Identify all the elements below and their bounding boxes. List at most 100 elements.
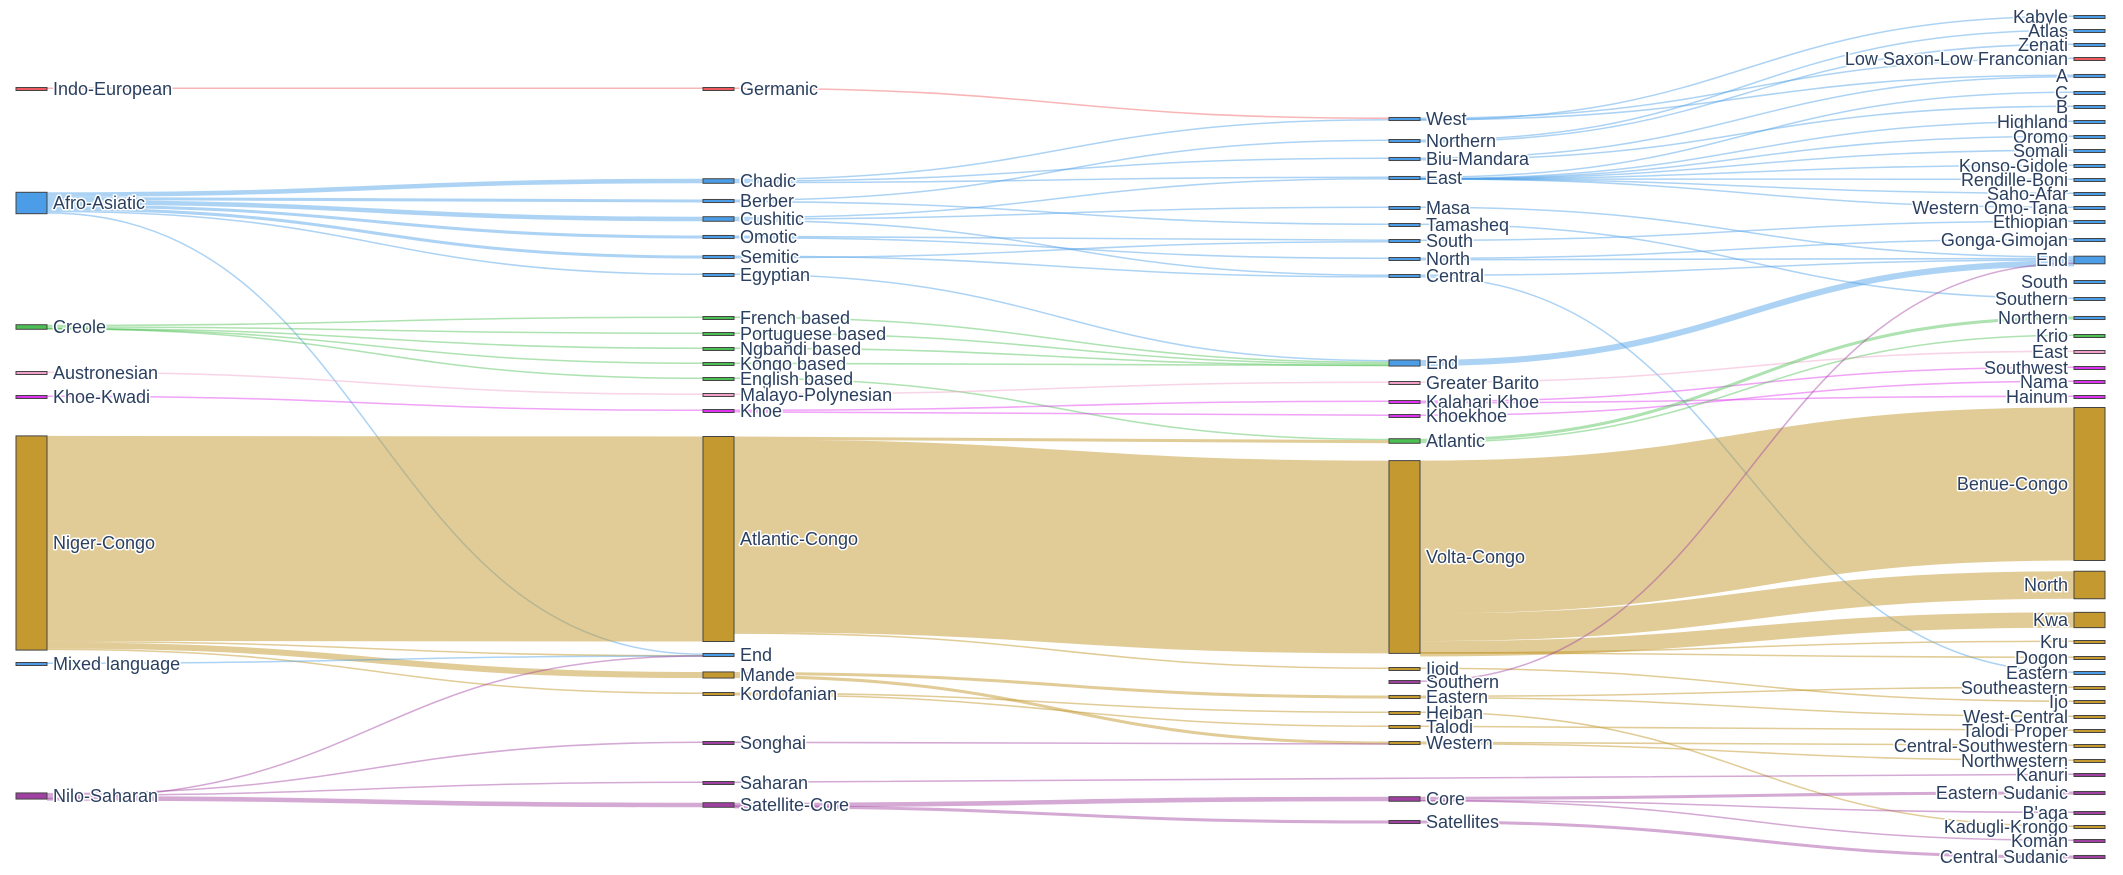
node-biu-mandara-col2[interactable]: [1388, 156, 1421, 162]
node-low-saxon-low-franconian-col3[interactable]: [2073, 57, 2106, 61]
link-central-to-end[interactable]: [1419, 259, 2075, 277]
node-western-col2[interactable]: [1388, 740, 1421, 746]
link-saharan-to-kanuri[interactable]: [733, 773, 2075, 784]
node-egyptian-col1[interactable]: [702, 273, 735, 277]
link-volta-congo-to-kwa[interactable]: [1419, 612, 2075, 657]
node-nilo-saharan-col0[interactable]: [15, 792, 48, 800]
link-north-to-gonga-gimojan[interactable]: [1419, 238, 2075, 260]
link-mande-to-eastern[interactable]: [733, 671, 1390, 699]
link-western-to-central-southwestern[interactable]: [1419, 741, 2075, 747]
link-nilo-saharan-to-saharan[interactable]: [46, 781, 704, 796]
node-kru-col3[interactable]: [2073, 640, 2106, 644]
link-southern-to-end[interactable]: [1419, 262, 2075, 683]
node-atlantic-congo-col1[interactable]: [702, 435, 735, 643]
node-gonga-gimojan-col3[interactable]: [2073, 238, 2106, 242]
link-english-based-to-atlantic[interactable]: [733, 377, 1390, 441]
node-southeastern-col3[interactable]: [2073, 686, 2106, 690]
node-ijo-col3[interactable]: [2073, 700, 2106, 704]
link-afro-asiatic-to-cushitic[interactable]: [46, 199, 704, 222]
link-kordofanian-to-heiban[interactable]: [733, 692, 1390, 714]
node-germanic-col1[interactable]: [702, 87, 735, 91]
link-northern-to-atlas[interactable]: [1419, 29, 2075, 142]
link-kalahari-khoe-to-hainum[interactable]: [1419, 395, 2075, 404]
node-tamasheq-col2[interactable]: [1388, 223, 1421, 227]
link-volta-congo-to-dogon[interactable]: [1419, 652, 2075, 659]
link-western-to-northwestern[interactable]: [1419, 743, 2075, 762]
link-atlantic-to-krio[interactable]: [1419, 334, 2075, 444]
link-niger-congo-to-kordofanian[interactable]: [46, 648, 704, 695]
node-central-col2[interactable]: [1388, 274, 1421, 278]
link-heiban-to-kadugli-krongo[interactable]: [1419, 711, 2075, 828]
node-berber-col1[interactable]: [702, 198, 735, 204]
link-niger-congo-to-end[interactable]: [46, 640, 704, 657]
link-tamasheq-to-southern[interactable]: [1419, 223, 2075, 300]
node-greater-barito-col2[interactable]: [1388, 381, 1421, 385]
node-mixed-language-col0[interactable]: [15, 662, 48, 666]
link-semitic-to-central[interactable]: [733, 255, 1390, 278]
node-west-col2[interactable]: [1388, 116, 1421, 122]
link-ijoid-to-ijo[interactable]: [1419, 667, 2075, 703]
node-kanuri-col3[interactable]: [2073, 773, 2106, 777]
node-b-col3[interactable]: [2073, 105, 2106, 109]
link-biu-mandara-to-b[interactable]: [1419, 105, 2075, 161]
node-niger-congo-col0[interactable]: [15, 435, 48, 651]
node-northern-col2[interactable]: [1388, 139, 1421, 143]
node-northern-col3[interactable]: [2073, 315, 2106, 321]
node-eastern-col2[interactable]: [1388, 694, 1421, 700]
link-northern-to-zenati[interactable]: [1419, 43, 2075, 143]
link-kalahari-khoe-to-southwest[interactable]: [1419, 366, 2075, 403]
node-east-col2[interactable]: [1388, 175, 1421, 181]
node-saharan-col1[interactable]: [702, 781, 735, 785]
node-end-col2[interactable]: [1388, 359, 1421, 367]
link-west-to-low-saxon-low-franconian[interactable]: [1419, 57, 2075, 119]
link-kongo-based-to-end[interactable]: [733, 362, 1390, 367]
node-heiban-col2[interactable]: [1388, 711, 1421, 715]
link-nilo-saharan-to-songhai[interactable]: [46, 741, 704, 795]
link-north-to-end[interactable]: [1419, 257, 2075, 261]
link-nilo-saharan-to-satellite-core[interactable]: [46, 796, 704, 808]
link-berber-to-northern[interactable]: [733, 139, 1390, 201]
node-saho-afar-col3[interactable]: [2073, 192, 2106, 196]
node-austronesian-col0[interactable]: [15, 371, 48, 375]
node-kongo-based-col1[interactable]: [702, 362, 735, 366]
node-eastern-sudanic-col3[interactable]: [2073, 790, 2106, 796]
node-south-col2[interactable]: [1388, 239, 1421, 243]
link-atlantic-congo-to-atlantic[interactable]: [733, 436, 1390, 444]
node-kabyle-col3[interactable]: [2073, 15, 2106, 19]
link-south-to-ethiopian[interactable]: [1419, 220, 2075, 242]
link-creole-to-ngbandi-based[interactable]: [46, 327, 704, 350]
node-chadic-col1[interactable]: [702, 178, 735, 184]
node-masa-col2[interactable]: [1388, 206, 1421, 210]
link-satellite-core-to-satellites[interactable]: [733, 805, 1390, 824]
link-eastern-to-west-central[interactable]: [1419, 697, 2075, 718]
link-eastern-to-southeastern[interactable]: [1419, 686, 2075, 697]
node-southern-col3[interactable]: [2073, 297, 2106, 301]
link-semitic-to-south[interactable]: [733, 241, 1390, 259]
node-c-col3[interactable]: [2073, 91, 2106, 95]
node-khoe-kwadi-col0[interactable]: [15, 395, 48, 399]
node-b-aga-col3[interactable]: [2073, 811, 2106, 815]
link-chadic-to-west[interactable]: [733, 119, 1390, 181]
node-talodi-col2[interactable]: [1388, 725, 1421, 729]
link-niger-congo-to-mande[interactable]: [46, 642, 704, 679]
node-southern-col2[interactable]: [1388, 680, 1421, 684]
node-portuguese-based-col1[interactable]: [702, 332, 735, 336]
link-east-to-saho-afar[interactable]: [1419, 178, 2075, 195]
node-koman-col3[interactable]: [2073, 839, 2106, 843]
link-end-to-end[interactable]: [1419, 260, 2075, 367]
link-khoe-to-khoekhoe[interactable]: [733, 411, 1390, 417]
link-east-to-konso-gidole[interactable]: [1419, 164, 2075, 180]
node-creole-col0[interactable]: [15, 324, 48, 330]
link-egyptian-to-end[interactable]: [733, 273, 1390, 362]
link-atlantic-to-northern[interactable]: [1419, 316, 2075, 442]
link-germanic-to-west[interactable]: [733, 87, 1390, 119]
link-afro-asiatic-to-semitic[interactable]: [46, 207, 704, 259]
link-talodi-to-talodi-proper[interactable]: [1419, 725, 2075, 732]
link-afro-asiatic-to-omotic[interactable]: [46, 204, 704, 239]
link-portuguese-based-to-end[interactable]: [733, 332, 1390, 365]
link-nilo-saharan-to-end[interactable]: [46, 655, 704, 800]
link-cushitic-to-east[interactable]: [733, 178, 1390, 219]
node-volta-congo-col2[interactable]: [1388, 460, 1421, 654]
link-chadic-to-east[interactable]: [733, 176, 1390, 184]
link-east-to-highland[interactable]: [1419, 120, 2075, 180]
